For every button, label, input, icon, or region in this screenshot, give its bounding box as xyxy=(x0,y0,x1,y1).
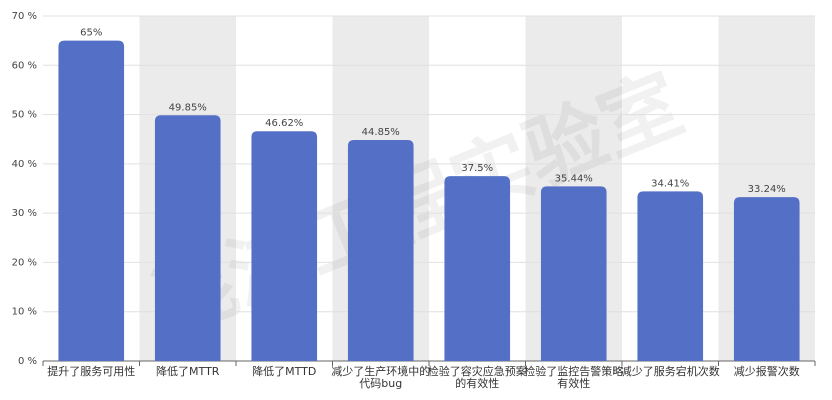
bar xyxy=(540,186,607,361)
bar xyxy=(733,197,800,361)
bar xyxy=(347,139,414,361)
value-label: 46.62% xyxy=(265,118,303,129)
bar xyxy=(154,115,221,361)
x-tick-label: 检验了监控告警策略有效性 xyxy=(524,365,624,390)
bar xyxy=(251,131,318,361)
x-tick-label: 检验了容灾应急预案的有效性 xyxy=(427,365,527,390)
bar xyxy=(444,176,511,361)
value-label: 44.85% xyxy=(362,127,400,138)
value-label: 35.44% xyxy=(555,173,593,184)
bar xyxy=(637,191,704,361)
value-label: 65% xyxy=(80,28,102,39)
x-tick-label: 降低了MTTR xyxy=(156,365,220,378)
x-tick-label: 提升了服务可用性 xyxy=(47,365,136,378)
y-tick-label: 40 % xyxy=(12,159,37,170)
x-tick-label: 减少了服务宕机次数 xyxy=(620,365,720,378)
y-tick-label: 20 % xyxy=(12,257,37,268)
y-tick-label: 30 % xyxy=(12,208,37,219)
y-tick-label: 0 % xyxy=(18,356,37,367)
bar xyxy=(58,40,125,362)
value-label: 34.41% xyxy=(651,178,689,189)
x-tick-label: 减少了生产环境中的代码bug xyxy=(331,365,431,390)
y-tick-label: 60 % xyxy=(12,60,37,71)
value-label: 33.24% xyxy=(748,184,786,195)
value-label: 37.5% xyxy=(461,163,493,174)
y-tick-label: 50 % xyxy=(12,110,37,121)
value-label: 49.85% xyxy=(169,102,207,113)
x-tick-label: 降低了MTTD xyxy=(252,365,317,378)
x-tick-label: 减少报警次数 xyxy=(733,365,800,378)
y-tick-label: 70 % xyxy=(12,11,37,22)
y-tick-label: 10 % xyxy=(12,307,37,318)
